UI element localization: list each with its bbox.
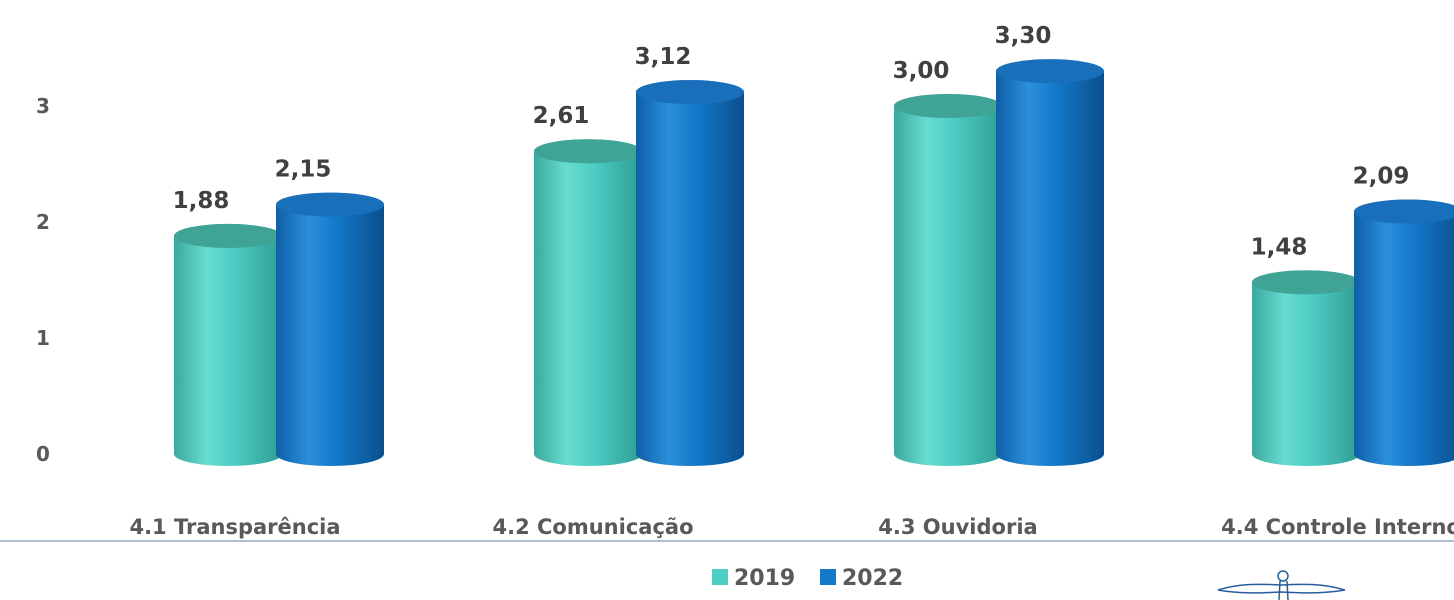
category-label: 4.3 Ouvidoria: [878, 515, 1037, 539]
data-label: 1,88: [173, 188, 230, 214]
data-labels: 1,88 2,15 2,61 3,12 3,00 3,30 1,48 2,09: [173, 23, 1410, 260]
category-label: 4.4 Controle Interno: [1221, 515, 1454, 539]
data-label: 2,15: [275, 157, 332, 183]
bar-body: [174, 223, 282, 466]
bar-2019-2: [894, 94, 1002, 466]
bar-top: [174, 223, 282, 248]
bar-body: [996, 59, 1104, 466]
bar-top: [636, 80, 744, 105]
bar-2019-0: [174, 223, 282, 466]
bar-body: [534, 139, 642, 466]
bar-top: [996, 59, 1104, 84]
legend-label-2022: 2022: [842, 566, 903, 591]
legend-label-2019: 2019: [734, 566, 795, 591]
legend-swatch-2019: [712, 569, 728, 585]
bars-layer: [174, 59, 1454, 466]
data-label: 2,09: [1353, 164, 1410, 190]
bar-2019-1: [534, 139, 642, 466]
bar-2022-3: [1354, 199, 1454, 466]
bar-2022-1: [636, 80, 744, 466]
bar-2022-0: [276, 192, 384, 466]
category-label: 4.1 Transparência: [129, 515, 340, 539]
data-label: 3,30: [995, 23, 1052, 49]
bar-top: [1252, 270, 1360, 295]
y-tick-label: 1: [36, 326, 50, 350]
data-label: 1,48: [1251, 234, 1308, 260]
y-tick-label: 3: [36, 94, 50, 118]
y-tick-label: 4: [36, 0, 50, 2]
category-label: 4.2 Comunicação: [493, 515, 694, 539]
christ-the-redeemer-logo-icon: [1217, 570, 1346, 600]
category-labels: 4.1 Transparência 4.2 Comunicação 4.3 Ouvi…: [129, 515, 1454, 539]
bar-body: [276, 192, 384, 466]
bar-top: [534, 139, 642, 164]
y-tick-label: 2: [36, 210, 50, 234]
legend: 2019 2022: [712, 566, 903, 591]
bar-2022-2: [996, 59, 1104, 466]
bar-top: [276, 192, 384, 217]
bar-top: [1354, 199, 1454, 224]
legend-swatch-2022: [820, 569, 836, 585]
bar-2019-3: [1252, 270, 1360, 466]
bar-body: [1354, 199, 1454, 466]
data-label: 3,00: [893, 58, 950, 84]
bar-body: [1252, 270, 1360, 466]
bar-body: [894, 94, 1002, 466]
data-label: 2,61: [533, 103, 590, 129]
y-axis: 0 1 2 3 4: [36, 0, 50, 466]
bar-top: [894, 94, 1002, 118]
bar-body: [636, 80, 744, 466]
y-tick-label: 0: [36, 442, 50, 466]
data-label: 3,12: [635, 44, 692, 70]
